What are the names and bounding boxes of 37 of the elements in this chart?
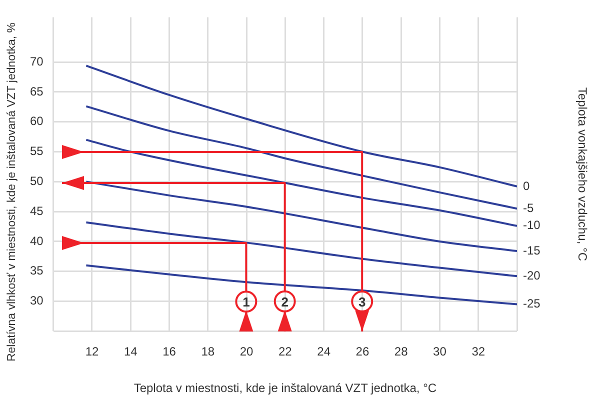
x-tick-label: 24 — [317, 344, 331, 359]
line-series — [85, 180, 517, 252]
x-tick-label: 28 — [394, 344, 408, 359]
line-series — [85, 105, 517, 210]
series-label: -15 — [523, 243, 541, 258]
series-label: -25 — [523, 296, 541, 311]
series-label: -20 — [523, 268, 541, 282]
annotation: 1 — [242, 294, 250, 310]
series-label: -10 — [523, 218, 541, 232]
x-tick-label: 20 — [240, 344, 254, 359]
x-tick-label: 18 — [201, 344, 215, 359]
series-label: 0 — [523, 178, 530, 193]
x-tick-label: 26 — [356, 344, 370, 359]
y2-axis-title: Teplota vonkajšieho vzduchu, °C — [575, 87, 589, 262]
x-tick-label: 22 — [278, 344, 292, 359]
y-tick-label: 30 — [30, 294, 44, 308]
line-series — [85, 138, 517, 227]
x-tick-label: 30 — [433, 344, 447, 359]
x-tick-label: 16 — [162, 344, 176, 359]
y-tick-label: 55 — [30, 144, 44, 158]
y-tick-label: 40 — [30, 234, 44, 248]
x-tick-label: 12 — [85, 344, 99, 359]
y-axis-title: Relatívna vlhkosť v miestnosti, kde je inštalovaná VZT jednotka, % — [6, 22, 18, 362]
x-tick-label: 14 — [124, 344, 138, 359]
y-tick-label: 45 — [30, 204, 44, 218]
annotation: 2 — [282, 294, 289, 310]
x-tick-label: 32 — [472, 344, 486, 359]
line-series — [85, 221, 517, 278]
x-axis-title: Teplota v miestnosti, kde je inštalovaná VZT jednotka, °C — [134, 381, 437, 396]
y-tick-label: 50 — [30, 174, 44, 188]
y-tick-label: 35 — [30, 264, 44, 278]
y-tick-label: 60 — [30, 114, 44, 128]
y-tick-label: 65 — [30, 84, 44, 98]
series-label: -5 — [523, 200, 534, 215]
y-tick-label: 70 — [30, 54, 44, 68]
line-series — [85, 64, 517, 188]
annotation: 3 — [358, 294, 366, 310]
